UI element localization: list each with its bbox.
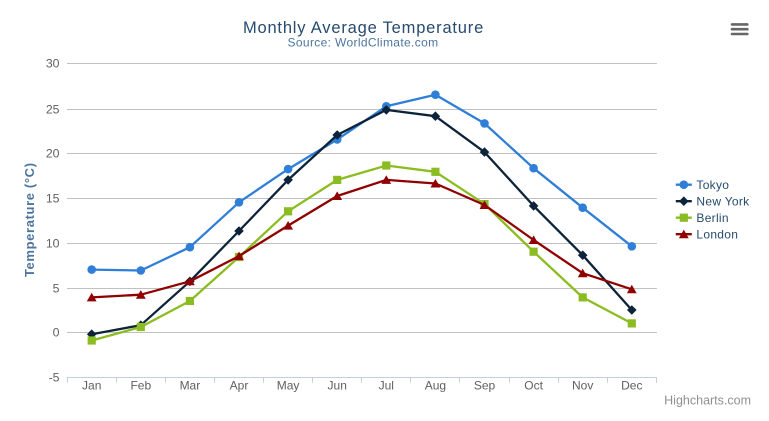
svg-text:Feb: Feb <box>130 379 151 393</box>
svg-text:Oct: Oct <box>524 379 543 393</box>
svg-text:20: 20 <box>46 146 60 160</box>
svg-text:15: 15 <box>46 191 60 205</box>
svg-text:Highcharts.com: Highcharts.com <box>664 393 751 407</box>
svg-text:Monthly Average Temperature: Monthly Average Temperature <box>243 19 484 37</box>
svg-text:Sep: Sep <box>474 379 496 393</box>
svg-text:0: 0 <box>53 325 60 339</box>
svg-text:Tokyo: Tokyo <box>696 178 729 192</box>
svg-text:Source: WorldClimate.com: Source: WorldClimate.com <box>288 36 439 50</box>
svg-text:May: May <box>277 379 300 393</box>
svg-text:25: 25 <box>46 102 60 116</box>
svg-text:Aug: Aug <box>425 379 446 393</box>
svg-text:-5: -5 <box>49 370 60 384</box>
svg-text:Mar: Mar <box>180 379 201 393</box>
svg-text:Jul: Jul <box>379 379 394 393</box>
svg-text:New York: New York <box>696 195 750 209</box>
svg-text:Berlin: Berlin <box>696 211 728 225</box>
svg-text:30: 30 <box>46 56 60 70</box>
svg-text:Jun: Jun <box>328 379 347 393</box>
svg-text:Temperature (°C): Temperature (°C) <box>22 162 37 277</box>
svg-text:Apr: Apr <box>230 379 249 393</box>
svg-text:Nov: Nov <box>572 379 593 393</box>
svg-text:London: London <box>696 228 738 242</box>
svg-text:Jan: Jan <box>82 379 101 393</box>
svg-text:5: 5 <box>53 281 60 295</box>
svg-text:Dec: Dec <box>621 379 642 393</box>
svg-text:10: 10 <box>46 236 60 250</box>
